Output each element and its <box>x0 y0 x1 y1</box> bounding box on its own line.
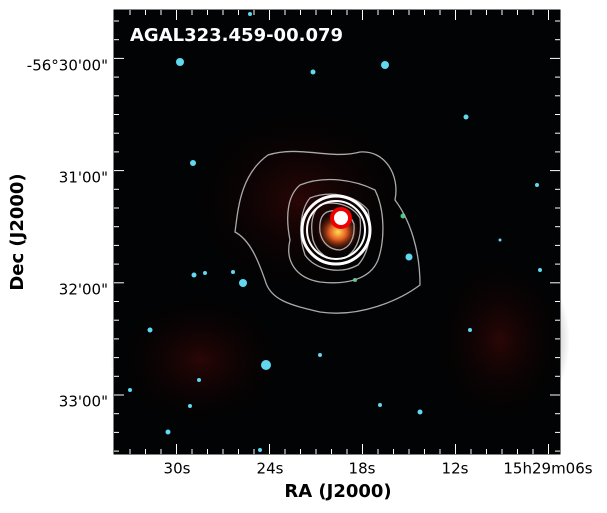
y-tick-label: 31'00" <box>59 169 108 187</box>
y-tick-label: 33'00" <box>59 393 108 411</box>
x-tick-label: 24s <box>257 460 284 478</box>
aperture-outer <box>300 194 372 266</box>
tick-marks <box>114 10 560 454</box>
y-tick-label: -56°30'00" <box>27 57 108 75</box>
axes-frame <box>113 9 561 455</box>
x-tick-label: 12s <box>442 460 469 478</box>
aperture-inner <box>306 200 366 260</box>
y-tick-label: 32'00" <box>59 281 108 299</box>
x-axis-label: RA (J2000) <box>284 481 391 502</box>
x-tick-label: 18s <box>349 460 376 478</box>
y-axis-label: Dec (J2000) <box>7 173 28 290</box>
x-tick-label: 15h29m06s <box>503 460 592 478</box>
x-tick-label: 30s <box>164 460 191 478</box>
sky-image <box>110 10 570 454</box>
image-title: AGAL323.459-00.079 <box>130 25 343 46</box>
peak-marker <box>330 207 352 229</box>
